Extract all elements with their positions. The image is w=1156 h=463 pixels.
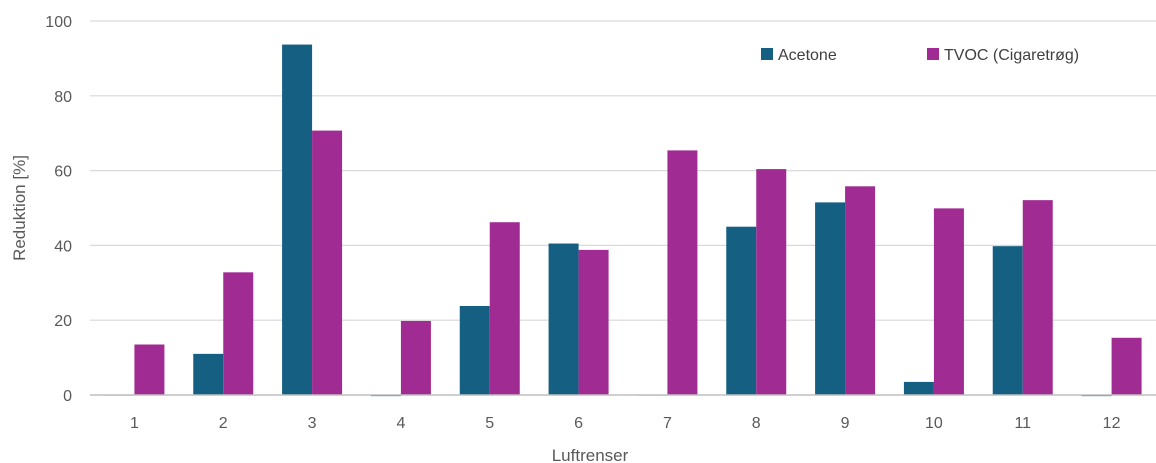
legend-label-tvoc: TVOC (Cigaretrøg) <box>944 47 1079 64</box>
x-tick-label: 12 <box>1103 415 1121 432</box>
legend-swatch-acetone <box>761 48 773 60</box>
y-tick-label: 60 <box>54 164 72 181</box>
x-tick-label: 7 <box>663 415 672 432</box>
x-tick-label: 1 <box>130 415 139 432</box>
bar-tvoc-5 <box>489 222 520 395</box>
x-axis-title: Luftrenser <box>552 446 629 463</box>
y-tick-label: 20 <box>54 313 72 330</box>
bar-tvoc-9 <box>845 186 876 395</box>
legend: Acetone TVOC (Cigaretrøg) <box>761 47 1079 64</box>
bar-acetone-9 <box>815 202 846 395</box>
y-tick-label: 80 <box>54 89 72 106</box>
bar-acetone-6 <box>548 243 579 395</box>
y-tick-label: 40 <box>54 238 72 255</box>
x-tick-label: 8 <box>752 415 761 432</box>
x-tick-label: 4 <box>396 415 405 432</box>
bar-acetone-11 <box>992 246 1023 395</box>
bar-acetone-10 <box>903 381 934 395</box>
x-tick-labels: 1 2 3 4 5 6 7 8 9 10 11 12 <box>130 415 1121 432</box>
gridlines <box>90 20 1156 321</box>
x-tick-label: 5 <box>485 415 494 432</box>
bar-acetone-2 <box>193 353 224 395</box>
bar-tvoc-8 <box>756 169 787 395</box>
x-tick-label: 3 <box>308 415 317 432</box>
x-tick-label: 2 <box>219 415 228 432</box>
bar-acetone-5 <box>459 305 490 395</box>
y-tick-labels: 0 20 40 60 80 100 <box>45 14 72 405</box>
bar-acetone-3 <box>282 44 313 395</box>
x-tick-label: 9 <box>841 415 850 432</box>
y-tick-label: 100 <box>45 14 72 31</box>
bar-tvoc-7 <box>667 150 698 395</box>
y-axis-title: Reduktion [%] <box>10 155 29 261</box>
bar-tvoc-2 <box>223 272 254 395</box>
x-tick-label: 10 <box>925 415 943 432</box>
y-tick-label: 0 <box>63 388 72 405</box>
legend-label-acetone: Acetone <box>778 47 837 64</box>
bar-tvoc-4 <box>400 320 431 395</box>
bar-tvoc-10 <box>933 208 964 395</box>
bar-acetone-8 <box>726 226 757 395</box>
bar-tvoc-11 <box>1022 200 1053 395</box>
bar-tvoc-3 <box>312 130 343 395</box>
x-tick-label: 6 <box>574 415 583 432</box>
bar-tvoc-6 <box>578 249 609 395</box>
bar-tvoc-1 <box>134 344 165 395</box>
x-tick-label: 11 <box>1014 415 1031 432</box>
bar-tvoc-12 <box>1111 337 1142 395</box>
legend-swatch-tvoc <box>927 48 939 60</box>
bars <box>104 44 1142 397</box>
